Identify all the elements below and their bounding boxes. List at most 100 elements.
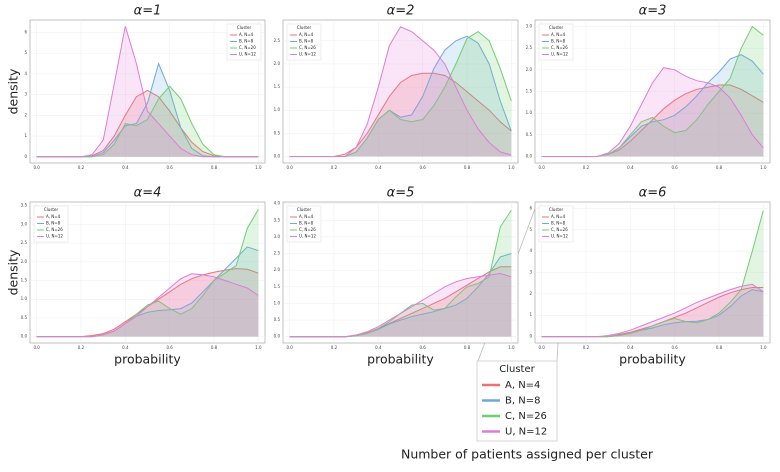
density-area bbox=[289, 210, 512, 337]
y-tick-label: 2 bbox=[24, 112, 27, 117]
y-tick-label: 5 bbox=[24, 50, 27, 55]
y-tick-label: 2.0 bbox=[274, 267, 281, 272]
y-tick-label: 3.0 bbox=[274, 234, 281, 239]
density-line bbox=[36, 26, 259, 158]
legend-label: U, N=12 bbox=[551, 234, 568, 239]
y-tick-label: 2.5 bbox=[21, 240, 28, 245]
callout-label: A, N=4 bbox=[505, 380, 540, 391]
x-tick-label: 1.0 bbox=[508, 165, 515, 170]
legend-title: Cluster bbox=[549, 25, 564, 30]
y-tick-label: 2.5 bbox=[274, 38, 281, 43]
x-tick-label: 0.4 bbox=[375, 345, 382, 350]
x-tick-label: 0.4 bbox=[627, 165, 634, 170]
x-tick-label: 1.0 bbox=[255, 165, 262, 170]
density-area bbox=[289, 273, 512, 337]
y-tick-label: 6 bbox=[24, 29, 27, 34]
caption: Number of patients assigned per cluster bbox=[401, 447, 654, 462]
density-area bbox=[541, 284, 764, 337]
x-tick-label: 0.0 bbox=[286, 345, 293, 350]
y-tick-label: 1 bbox=[529, 312, 532, 317]
y-tick-label: 0.0 bbox=[21, 334, 28, 339]
x-tick-label: 0.4 bbox=[375, 165, 382, 170]
panel: 0.0 0.2 0.4 0.6 0.8 1.0 0 1 2 3 4 5 6 α=6 probability C… bbox=[529, 186, 771, 367]
x-tick-label: 0.0 bbox=[286, 165, 293, 170]
panel: 0.0 0.2 0.4 0.6 0.8 1.0 0.0 0.5 1.0 1.5 2.0 2.5 3.0 3… bbox=[6, 186, 266, 367]
density-area bbox=[36, 268, 259, 337]
x-tick-label: 0.6 bbox=[419, 345, 426, 350]
legend-title: Cluster bbox=[549, 207, 564, 212]
y-tick-label: 0.5 bbox=[526, 132, 533, 137]
y-tick-label: 1.5 bbox=[21, 278, 28, 283]
y-tick-label: 1.5 bbox=[274, 84, 281, 89]
y-tick-label: 0.5 bbox=[274, 317, 281, 322]
y-tick-label: 0.5 bbox=[274, 130, 281, 135]
x-tick-label: 0.4 bbox=[122, 345, 129, 350]
y-tick-label: 3.5 bbox=[274, 217, 281, 222]
legend-label: C, N=26 bbox=[551, 227, 568, 232]
x-tick-label: 0.0 bbox=[538, 165, 545, 170]
panel: 0.0 0.2 0.4 0.6 0.8 1.0 0.0 0.5 1.0 1.5 2.0 2.5 α=2 C… bbox=[274, 4, 519, 170]
y-tick-label: 1 bbox=[24, 133, 27, 138]
density-area bbox=[289, 26, 512, 157]
x-tick-label: 0.6 bbox=[166, 345, 173, 350]
panel-title: α=6 bbox=[639, 186, 667, 201]
y-tick-label: 0 bbox=[24, 154, 27, 159]
panel: 0.0 0.2 0.4 0.6 0.8 1.0 0 1 2 3 4 5 6 α=1 density Clust… bbox=[6, 4, 266, 170]
callout-label: B, N=8 bbox=[505, 396, 540, 407]
y-tick-label: 4 bbox=[24, 71, 27, 76]
density-area bbox=[541, 54, 764, 157]
density-area bbox=[36, 26, 259, 157]
y-tick-label: 2 bbox=[529, 291, 532, 296]
x-tick-label: 0.8 bbox=[211, 165, 218, 170]
density-area bbox=[36, 246, 259, 337]
panel-title: α=2 bbox=[387, 4, 415, 19]
legend-label: A, N=4 bbox=[239, 32, 254, 37]
x-tick-label: 1.0 bbox=[760, 345, 767, 350]
panel-title: α=3 bbox=[639, 4, 667, 19]
x-tick-label: 0.6 bbox=[671, 165, 678, 170]
density-area bbox=[289, 73, 512, 157]
x-tick-label: 0.8 bbox=[716, 165, 723, 170]
density-area bbox=[36, 86, 259, 157]
x-tick-label: 0.4 bbox=[627, 345, 634, 350]
x-tick-label: 0.2 bbox=[583, 165, 590, 170]
x-tick-label: 0.2 bbox=[331, 345, 338, 350]
y-tick-label: 1.5 bbox=[274, 284, 281, 289]
legend-label: U, N=12 bbox=[46, 234, 63, 239]
plot-area bbox=[29, 19, 266, 164]
legend-title: Cluster bbox=[44, 207, 59, 212]
x-tick-label: 0.2 bbox=[78, 345, 85, 350]
legend-title: Cluster bbox=[297, 207, 312, 212]
x-tick-label: 0.6 bbox=[419, 165, 426, 170]
density-area bbox=[289, 36, 512, 157]
density-area bbox=[36, 90, 259, 157]
y-tick-label: 4.0 bbox=[274, 201, 281, 206]
y-tick-label: 3.0 bbox=[526, 24, 533, 29]
panel: 0.0 0.2 0.4 0.6 0.8 1.0 0.0 0.5 1.0 1.5 2.0 2.5 3.0 3… bbox=[274, 186, 519, 367]
y-tick-label: 3 bbox=[24, 92, 27, 97]
density-area bbox=[541, 210, 764, 337]
callout-title: Cluster bbox=[499, 364, 535, 375]
legend-label: C, N=26 bbox=[299, 45, 316, 50]
density-area bbox=[541, 67, 764, 157]
legend-label: A, N=4 bbox=[299, 32, 314, 37]
x-tick-label: 0.4 bbox=[122, 165, 129, 170]
legend-label: B, N=8 bbox=[239, 39, 254, 44]
y-tick-label: 0.0 bbox=[274, 334, 281, 339]
x-tick-label: 1.0 bbox=[760, 165, 767, 170]
legend-label: B, N=8 bbox=[299, 221, 314, 226]
x-tick-label: 0.0 bbox=[538, 345, 545, 350]
x-tick-label: 1.0 bbox=[255, 345, 262, 350]
x-tick-label: 0.8 bbox=[464, 345, 471, 350]
y-tick-label: 3.5 bbox=[21, 203, 28, 208]
legend-label: C, N=26 bbox=[551, 45, 568, 50]
y-tick-label: 0.0 bbox=[526, 154, 533, 159]
plot-area bbox=[282, 201, 519, 344]
legend-label: A, N=4 bbox=[299, 214, 314, 219]
x-tick-label: 0.2 bbox=[583, 345, 590, 350]
y-tick-label: 4 bbox=[529, 248, 532, 253]
legend-label: B, N=8 bbox=[551, 39, 566, 44]
x-tick-label: 0.2 bbox=[78, 165, 85, 170]
legend-label: B, N=8 bbox=[551, 221, 566, 226]
x-tick-label: 0.0 bbox=[33, 165, 40, 170]
